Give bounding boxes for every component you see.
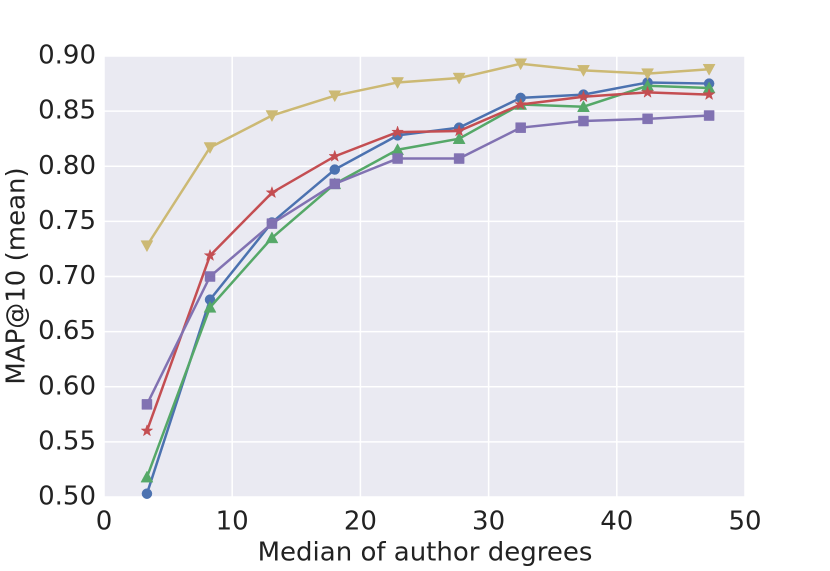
- data-point: [577, 90, 590, 103]
- data-point: [265, 110, 279, 123]
- data-point: [703, 110, 715, 121]
- series-line: [145, 91, 710, 432]
- data-point: [203, 300, 217, 313]
- y-tick-label: 0.85: [38, 96, 96, 126]
- data-point: [702, 63, 716, 76]
- data-point: [642, 113, 653, 125]
- data-point: [391, 77, 404, 89]
- data-point: [515, 122, 526, 133]
- y-tick-label: 0.65: [38, 316, 96, 346]
- data-point: [329, 164, 341, 175]
- y-tick-label: 0.60: [38, 371, 96, 401]
- data-point: [392, 153, 403, 164]
- y-axis-label: MAP@10 (mean): [2, 167, 32, 384]
- data-point: [140, 240, 154, 253]
- y-tick-label: 0.75: [38, 206, 96, 236]
- y-tick-label: 0.90: [38, 41, 96, 71]
- data-point: [203, 142, 217, 155]
- x-tick-label: 30: [472, 507, 505, 537]
- x-tick-label: 40: [600, 507, 633, 537]
- data-point: [452, 132, 466, 144]
- data-point: [702, 87, 716, 101]
- data-point: [452, 72, 466, 85]
- data-point: [514, 97, 528, 110]
- data-point: [140, 470, 154, 483]
- data-point: [265, 231, 279, 244]
- x-tick-label: 50: [728, 507, 761, 537]
- y-tick-label: 0.50: [38, 482, 96, 512]
- x-tick-label: 0: [96, 507, 113, 537]
- data-point: [141, 399, 153, 410]
- data-point: [452, 124, 466, 137]
- data-point: [577, 65, 590, 77]
- series-line: [145, 84, 710, 478]
- data-point: [203, 248, 217, 262]
- data-point: [266, 218, 278, 229]
- data-point: [265, 185, 279, 199]
- data-point: [578, 115, 589, 127]
- y-tick-label: 0.70: [38, 261, 96, 291]
- data-point: [140, 424, 154, 437]
- data-point: [329, 178, 341, 190]
- data-point: [328, 90, 342, 103]
- x-axis-label: Median of author degrees: [258, 538, 593, 568]
- data-point: [514, 58, 528, 71]
- data-point: [141, 488, 153, 499]
- data-point: [204, 294, 216, 305]
- x-tick-label: 10: [216, 507, 249, 537]
- series-line: [145, 114, 710, 405]
- series-line: [145, 62, 710, 247]
- data-point: [453, 153, 465, 164]
- y-tick-label: 0.55: [38, 426, 96, 456]
- data-point: [641, 85, 654, 98]
- data-point: [641, 68, 654, 81]
- data-point: [577, 100, 590, 112]
- y-tick-label: 0.80: [38, 151, 96, 181]
- data-point: [391, 125, 405, 138]
- x-tick-label: 20: [344, 507, 377, 537]
- data-point: [328, 149, 342, 162]
- data-point: [204, 271, 216, 282]
